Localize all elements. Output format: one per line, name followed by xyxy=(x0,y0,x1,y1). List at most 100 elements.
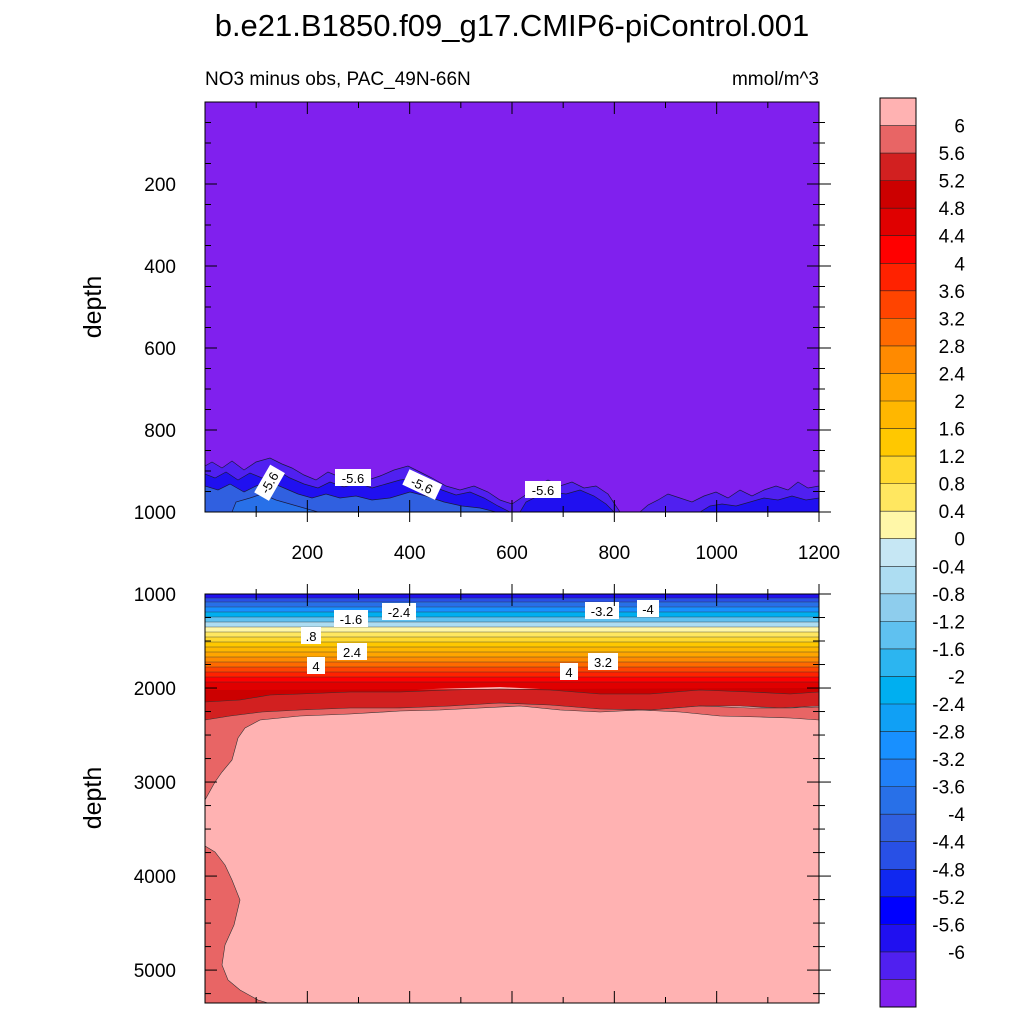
colorbar-label: -4.8 xyxy=(932,860,965,881)
colorbar-label: -5.2 xyxy=(932,888,965,909)
colorbar-label: 0.8 xyxy=(939,475,965,496)
colorbar-label: 2.4 xyxy=(939,364,966,385)
colorbar-label: -0.4 xyxy=(932,557,965,578)
upper-x-tick-label: 400 xyxy=(394,543,426,564)
svg-text:-5.6: -5.6 xyxy=(532,483,554,498)
lower-band-5-6 xyxy=(205,702,819,801)
colorbar-swatch xyxy=(880,428,916,457)
colorbar-swatch xyxy=(880,896,916,925)
colorbar-swatch xyxy=(880,345,916,374)
colorbar-swatch xyxy=(880,456,916,485)
colorbar-swatch xyxy=(880,731,916,760)
svg-text:3.2: 3.2 xyxy=(594,655,612,670)
colorbar-label: -2.8 xyxy=(932,723,965,744)
lower-band-3-6 xyxy=(205,672,819,677)
upper-field-background xyxy=(205,102,819,512)
upper-contour-band-6 xyxy=(699,495,819,512)
lower-contour-label-3: -3.2 xyxy=(585,602,619,619)
lower-band-minus-2 xyxy=(205,612,819,617)
colorbar-swatch xyxy=(880,648,916,677)
colorbar-swatch xyxy=(880,98,916,127)
colorbar-label: 5.2 xyxy=(939,172,965,193)
lower-band-4-4 xyxy=(205,682,819,696)
lower-band-2 xyxy=(205,652,819,657)
svg-text:-2.4: -2.4 xyxy=(388,605,410,620)
upper-x-tick-label: 600 xyxy=(496,543,528,564)
lower-band-minus-0-4 xyxy=(205,622,819,627)
lower-band-2-4 xyxy=(205,657,819,662)
colorbar-swatch xyxy=(880,290,916,319)
colorbar-label: -1.6 xyxy=(932,640,965,661)
colorbar-swatch xyxy=(880,786,916,815)
lower-contour-label-2: -2.4 xyxy=(382,603,416,620)
colorbar-swatch xyxy=(880,180,916,209)
colorbar-swatch xyxy=(880,208,916,237)
svg-text:-3.2: -3.2 xyxy=(591,604,613,619)
lower-contour-label-9: 4 xyxy=(560,663,578,680)
colorbar-swatch xyxy=(880,373,916,402)
lower-y-tick-label: 3000 xyxy=(134,773,176,794)
colorbar-swatch xyxy=(880,979,916,1008)
colorbar-label: 2.8 xyxy=(939,337,965,358)
lower-band-minus-1-2 xyxy=(205,617,819,622)
colorbar: 6 5.6 5.2 4.8 4.4 4 3.6 3.2 2.8 2.4 2 1.6 1.2 0.8 0.4 0… xyxy=(879,97,966,1008)
colorbar-swatch xyxy=(880,621,916,650)
upper-y-tick-label: 400 xyxy=(144,257,176,278)
colorbar-label: 3.6 xyxy=(939,282,965,303)
colorbar-label: -0.8 xyxy=(932,585,965,606)
upper-subtitle-right: mmol/m^3 xyxy=(732,69,819,90)
upper-contour-label-2: -5.6 xyxy=(335,469,371,486)
svg-text:-5.6: -5.6 xyxy=(342,471,364,486)
upper-y-tick-label: 600 xyxy=(144,339,176,360)
upper-contour-band-4 xyxy=(231,493,319,512)
upper-y-tick-label: 1000 xyxy=(134,503,176,524)
colorbar-swatch xyxy=(880,511,916,540)
lower-contour-label-8: 3.2 xyxy=(588,653,618,670)
colorbar-label: -3.2 xyxy=(932,750,965,771)
upper-y-tick-label: 800 xyxy=(144,421,176,442)
colorbar-swatch xyxy=(880,841,916,870)
colorbar-label: -2 xyxy=(948,667,965,688)
lower-band-1-6 xyxy=(205,647,819,652)
colorbar-swatch xyxy=(880,704,916,733)
lower-y-axis-label: depth xyxy=(79,767,107,830)
upper-contour-label-4: -5.6 xyxy=(525,481,561,498)
colorbar-label: 5.6 xyxy=(939,144,965,165)
colorbar-label: 3.2 xyxy=(939,309,965,330)
upper-axis-ticks: 200 400 600 800 1000 1200 200 400 600 800 1000 xyxy=(134,102,840,564)
colorbar-swatch xyxy=(880,125,916,154)
colorbar-swatch xyxy=(880,814,916,843)
upper-x-tick-label: 1200 xyxy=(798,543,840,564)
lower-contour-label-5: .8 xyxy=(301,627,321,644)
lower-band-2-8 xyxy=(205,662,819,667)
lower-panel: -1.6 -2.4 -3.2 -4 .8 2.4 4 3.2 xyxy=(79,584,831,1004)
svg-text:2.4: 2.4 xyxy=(343,645,361,660)
colorbar-label: 6 xyxy=(954,117,965,138)
colorbar-label: 0.4 xyxy=(939,502,966,523)
colorbar-label: 1.2 xyxy=(939,447,965,468)
lower-band-3-2 xyxy=(205,667,819,672)
lower-axis-ticks: 1000 2000 3000 4000 5000 xyxy=(134,584,831,1003)
colorbar-swatch xyxy=(880,869,916,898)
lower-contour-label-4: -4 xyxy=(637,600,659,617)
svg-text:.8: .8 xyxy=(306,629,317,644)
colorbar-label: -3.6 xyxy=(932,778,965,799)
lower-y-tick-label: 4000 xyxy=(134,867,176,888)
colorbar-label: 1.6 xyxy=(939,420,965,441)
svg-text:4: 4 xyxy=(312,659,319,674)
upper-x-tick-label: 1000 xyxy=(696,543,738,564)
upper-y-tick-label: 200 xyxy=(144,175,176,196)
colorbar-swatch xyxy=(880,318,916,347)
lower-band-0-4 xyxy=(205,632,819,637)
colorbar-swatch xyxy=(880,566,916,595)
lower-y-tick-label: 1000 xyxy=(134,585,176,606)
colorbar-label: -2.4 xyxy=(932,695,965,716)
upper-subtitle-left: NO3 minus obs, PAC_49N-66N xyxy=(205,69,471,90)
colorbar-label: -6 xyxy=(948,943,965,964)
svg-text:4: 4 xyxy=(565,665,572,680)
colorbar-swatch xyxy=(880,759,916,788)
colorbar-swatch xyxy=(880,924,916,953)
colorbar-swatch xyxy=(880,401,916,430)
svg-text:-1.6: -1.6 xyxy=(340,612,362,627)
colorbar-label: -4 xyxy=(948,805,965,826)
